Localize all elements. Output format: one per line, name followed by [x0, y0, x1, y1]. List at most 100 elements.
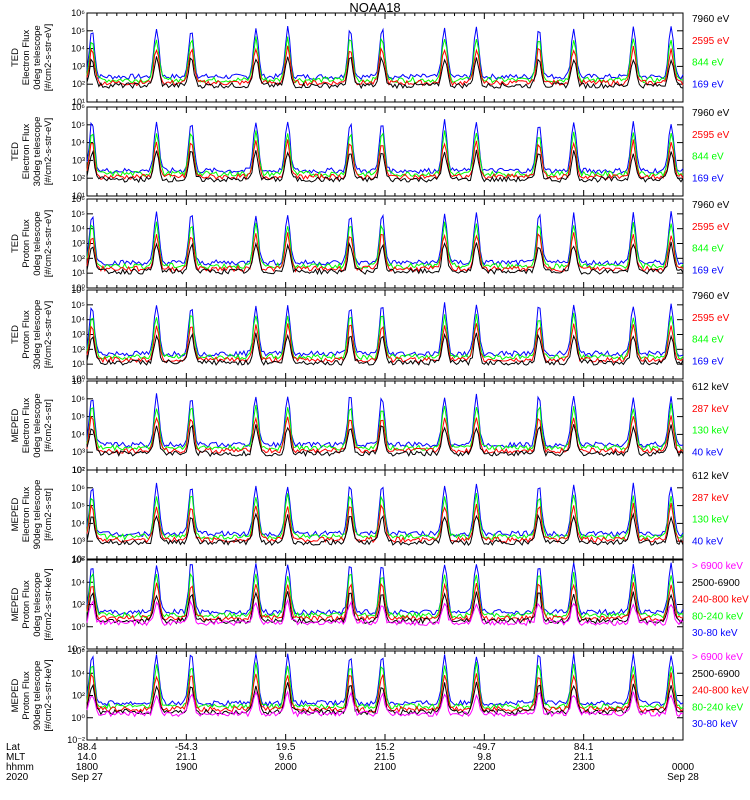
y-axis-label: Proton Flux	[21, 580, 32, 629]
legend-entry: 240-800 keV	[692, 595, 749, 606]
y-tick-label: 10³	[72, 536, 85, 546]
y-tick-label: 10⁷	[72, 465, 85, 475]
y-tick-label: 10³	[72, 447, 85, 457]
legend-entry: 287 keV	[692, 404, 729, 415]
series-line	[86, 302, 684, 358]
y-axis-label: 0deg telescope	[32, 393, 43, 457]
y-axis-label: MEPED	[10, 497, 21, 531]
series-line	[86, 424, 684, 458]
legend-entry: 169 eV	[692, 265, 724, 276]
x-tick-label: 0000	[672, 762, 695, 773]
y-tick-label: 10⁴	[71, 224, 85, 234]
x-tick-label: 21.1	[574, 752, 594, 763]
y-tick-label: 10⁶	[71, 555, 85, 565]
series-line	[86, 661, 684, 711]
y-tick-label: 10²	[72, 600, 85, 610]
series-line	[86, 241, 684, 276]
y-tick-label: 10⁶	[71, 8, 85, 18]
y-tick-label: 10¹	[72, 359, 85, 369]
legend-entry: 2595 eV	[692, 36, 730, 47]
legend-entry: 80-240 keV	[692, 611, 743, 622]
chart-title: NOAA18	[349, 0, 401, 15]
y-axis-label: Electron Flux	[21, 30, 32, 86]
x-tick-label: Sep 28	[667, 772, 699, 783]
y-axis-label: MEPED	[10, 408, 21, 442]
x-tick-label: Sep 27	[71, 772, 103, 783]
y-axis-label: TED	[10, 142, 21, 161]
x-tick-label: 2100	[374, 762, 397, 773]
y-axis-label: TED	[10, 48, 21, 67]
series-line	[86, 562, 684, 616]
series-line	[86, 211, 684, 267]
y-axis-label: [#/cm2-s-str-eV]	[43, 210, 54, 278]
x-tick-label: 2200	[473, 762, 496, 773]
x-tick-label: 9.6	[279, 752, 293, 763]
series-line	[86, 149, 684, 184]
y-tick-label: 10³	[72, 155, 85, 165]
x-tick-label: 21.5	[375, 752, 395, 763]
series-line	[86, 415, 684, 455]
series-line	[86, 591, 684, 625]
x-tick-label: 9.8	[477, 752, 491, 763]
legend-entry: 2595 eV	[692, 130, 730, 141]
y-tick-label: 10¹	[72, 191, 85, 201]
y-tick-label: 10²	[72, 253, 85, 263]
legend-entry: 2500-6900	[692, 669, 740, 680]
y-tick-label: 10⁰	[71, 374, 85, 384]
legend-entry: 30-80 keV	[692, 719, 738, 730]
x-row-label: 2020	[6, 772, 29, 783]
legend-entry: 240-800 keV	[692, 686, 749, 697]
x-tick-label: 14.0	[77, 752, 97, 763]
y-tick-label: 10⁶	[71, 102, 85, 112]
series-line	[86, 672, 684, 713]
x-tick-label: -49.7	[473, 742, 496, 753]
y-tick-label: 10⁴	[71, 577, 85, 587]
y-tick-label: 10¹	[72, 268, 85, 278]
series-line	[86, 403, 684, 452]
y-tick-label: 10⁴	[71, 44, 85, 54]
y-tick-label: 10²	[72, 691, 85, 701]
series-line	[86, 571, 684, 619]
legend-entry: 80-240 keV	[692, 702, 743, 713]
legend-entry: 7960 eV	[692, 200, 730, 211]
y-tick-label: 10³	[72, 61, 85, 71]
y-tick-label: 10⁵	[71, 209, 85, 219]
y-tick-label: 10⁴	[71, 429, 85, 439]
legend-entry: 844 eV	[692, 244, 724, 255]
x-row-label: MLT	[6, 752, 25, 763]
y-tick-label: 10⁴	[71, 138, 85, 148]
y-tick-label: 10²	[72, 173, 85, 183]
series-line	[86, 653, 684, 707]
y-tick-label: 10⁵	[71, 120, 85, 130]
legend-entry: 40 keV	[692, 536, 723, 547]
y-tick-label: 10⁵	[71, 26, 85, 36]
legend-entry: > 6900 keV	[692, 652, 743, 663]
y-tick-label: 10⁴	[71, 518, 85, 528]
y-tick-label: 10²	[72, 344, 85, 354]
y-tick-label: 10⁵	[71, 501, 85, 511]
y-tick-label: 10⁶	[71, 646, 85, 656]
legend-entry: 30-80 keV	[692, 628, 738, 639]
y-tick-label: 10⁰	[71, 713, 85, 723]
y-axis-label: Electron Flux	[21, 487, 32, 543]
x-tick-label: -54.3	[175, 742, 198, 753]
series-line	[86, 130, 684, 178]
legend-entry: 844 eV	[692, 58, 724, 69]
series-line	[86, 512, 684, 546]
y-tick-label: 10⁶	[71, 394, 85, 404]
x-tick-label: 2300	[573, 762, 596, 773]
y-axis-label: 30deg telescope	[32, 117, 43, 187]
legend-entry: 612 keV	[692, 382, 729, 393]
series-line	[86, 332, 684, 367]
y-axis-label: 90deg telescope	[32, 480, 43, 550]
legend-entry: > 6900 keV	[692, 561, 743, 572]
legend-entry: 7960 eV	[692, 14, 730, 25]
y-axis-label: Proton Flux	[21, 310, 32, 359]
legend-entry: 7960 eV	[692, 291, 730, 302]
legend-entry: 2595 eV	[692, 313, 730, 324]
y-axis-label: Proton Flux	[21, 671, 32, 720]
series-line	[86, 502, 684, 544]
y-tick-label: 10⁰	[71, 283, 85, 293]
series-line	[86, 221, 684, 270]
